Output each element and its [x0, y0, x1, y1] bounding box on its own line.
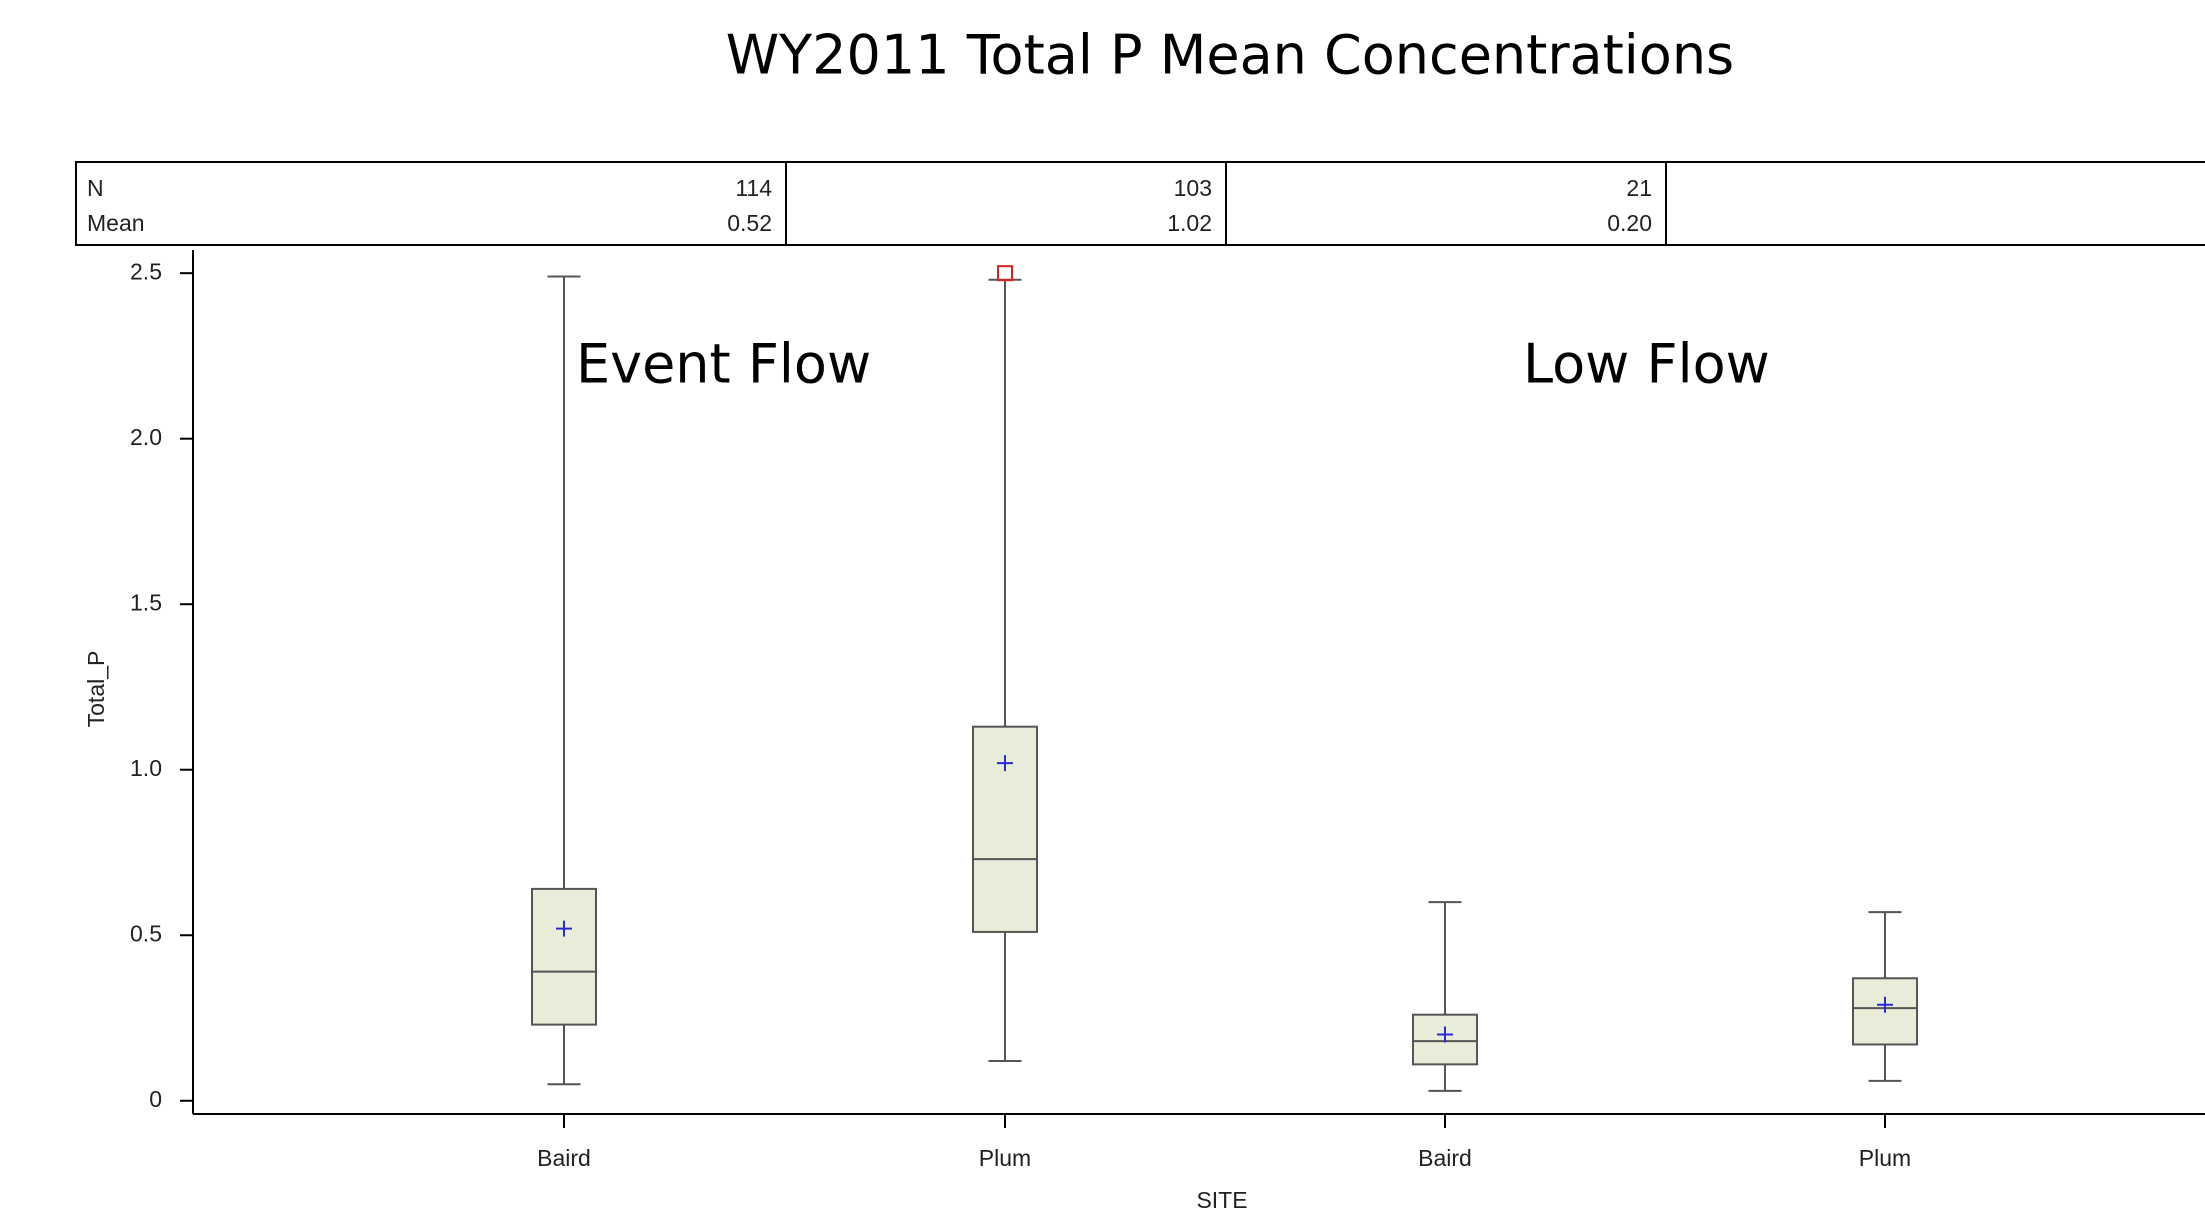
outlier [997, 265, 1013, 282]
x-axis-label: SITE [1196, 1187, 1247, 1211]
y-axis-label: Total_P [83, 651, 109, 728]
table-value: 0.20 [1607, 210, 1652, 236]
x-tick-label: Plum [979, 1145, 1031, 1171]
y-tick-label: 2.0 [130, 424, 162, 450]
y-tick-label: 1.0 [130, 755, 162, 781]
chart-title: WY2011 Total P Mean Concentrations [726, 24, 1734, 87]
table-value: 21 [1626, 175, 1652, 201]
table-value: 1.02 [1167, 210, 1212, 236]
annotation: Event Flow [576, 333, 871, 396]
mean-marker [997, 755, 1013, 772]
annotation: Low Flow [1523, 333, 1770, 396]
x-tick-label: Plum [1859, 1145, 1911, 1171]
table-value: 0.52 [727, 210, 772, 236]
mean-marker [1437, 1026, 1453, 1043]
mean-marker [1877, 996, 1893, 1013]
table-row-label: N [87, 175, 104, 201]
mean-marker [556, 920, 572, 937]
y-tick-label: 1.5 [130, 589, 162, 615]
table-value: 103 [1174, 175, 1212, 201]
y-tick-label: 0 [149, 1086, 162, 1112]
table-row-label: Mean [87, 210, 145, 236]
table-value: 114 [735, 175, 772, 201]
stats-table [75, 161, 2205, 246]
x-tick-label: Baird [537, 1145, 591, 1171]
x-tick-label: Baird [1418, 1145, 1472, 1171]
y-tick-label: 2.5 [130, 258, 162, 284]
box [531, 887, 597, 1026]
y-tick-label: 0.5 [130, 920, 162, 946]
